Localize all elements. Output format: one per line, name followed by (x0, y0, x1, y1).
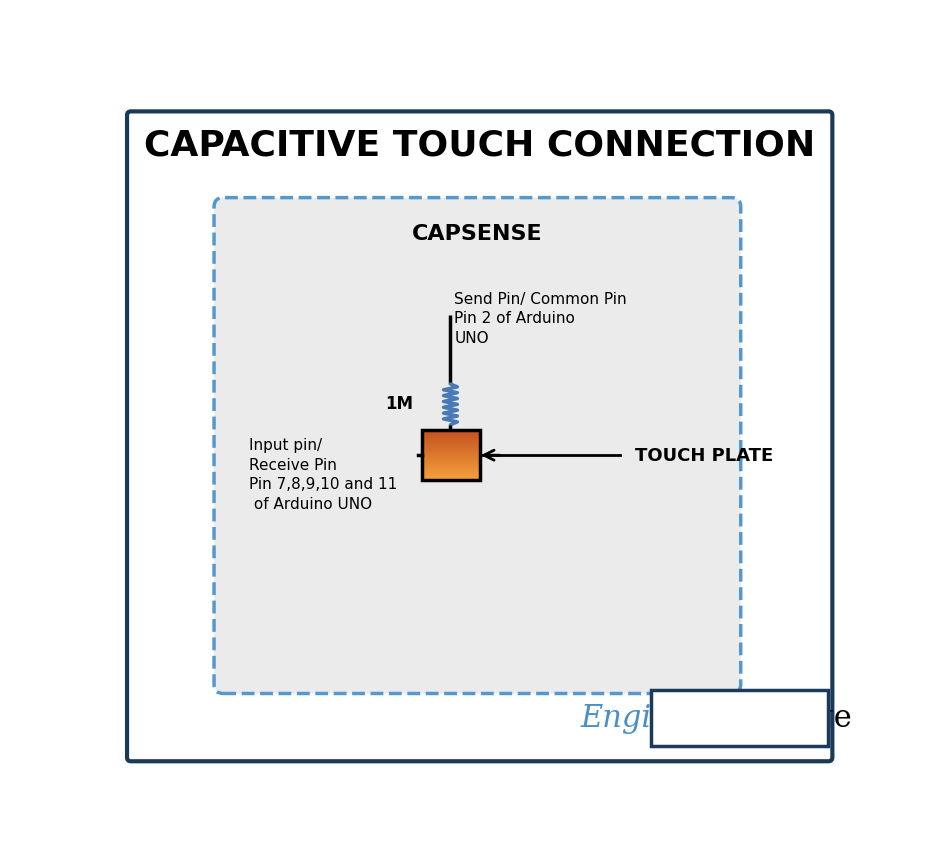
Bar (422, 446, 480, 448)
Bar (422, 438, 480, 439)
Bar (651, 690, 827, 746)
Bar (422, 445, 480, 446)
Bar (422, 449, 480, 450)
Bar (422, 450, 480, 451)
Bar (422, 476, 480, 477)
Bar (422, 454, 480, 455)
Text: Input pin/
Receive Pin
Pin 7,8,9,10 and 11
 of Arduino UNO: Input pin/ Receive Pin Pin 7,8,9,10 and … (249, 438, 397, 512)
Bar (422, 452, 480, 454)
Bar (422, 470, 480, 471)
Bar (422, 458, 480, 459)
Bar (422, 432, 480, 433)
Bar (422, 437, 480, 438)
Bar (422, 461, 480, 462)
Text: CAPSENSE: CAPSENSE (412, 224, 543, 244)
Bar (422, 471, 480, 473)
Bar (422, 477, 480, 478)
Bar (422, 478, 480, 480)
Bar (422, 459, 480, 461)
Bar (422, 430, 480, 480)
Text: CAPACITIVE TOUCH CONNECTION: CAPACITIVE TOUCH CONNECTION (144, 128, 815, 162)
Bar (422, 443, 480, 444)
Bar (422, 433, 480, 435)
Bar (422, 475, 480, 476)
Text: 1M: 1M (386, 395, 414, 413)
Bar (422, 431, 480, 432)
Bar (422, 444, 480, 445)
Bar (422, 436, 480, 437)
Bar (422, 456, 480, 457)
Text: TOUCH PLATE: TOUCH PLATE (636, 447, 773, 465)
Bar (422, 430, 480, 431)
Bar (422, 463, 480, 464)
Text: Send Pin/ Common Pin
Pin 2 of Arduino
UNO: Send Pin/ Common Pin Pin 2 of Arduino UN… (454, 291, 627, 346)
Bar (422, 448, 480, 449)
Bar (422, 455, 480, 456)
Bar (422, 469, 480, 470)
Bar (422, 457, 480, 458)
Bar (422, 468, 480, 469)
Text: Garage: Garage (739, 702, 852, 734)
Bar (422, 442, 480, 443)
Bar (422, 467, 480, 468)
Text: Engineers: Engineers (580, 702, 738, 734)
Bar (422, 435, 480, 436)
FancyBboxPatch shape (214, 198, 740, 694)
Bar (422, 462, 480, 463)
Bar (422, 464, 480, 465)
Bar (422, 451, 480, 452)
Bar (422, 440, 480, 442)
Bar (422, 473, 480, 474)
Bar (422, 439, 480, 440)
Bar (422, 465, 480, 467)
Bar (422, 474, 480, 475)
FancyBboxPatch shape (127, 111, 832, 761)
